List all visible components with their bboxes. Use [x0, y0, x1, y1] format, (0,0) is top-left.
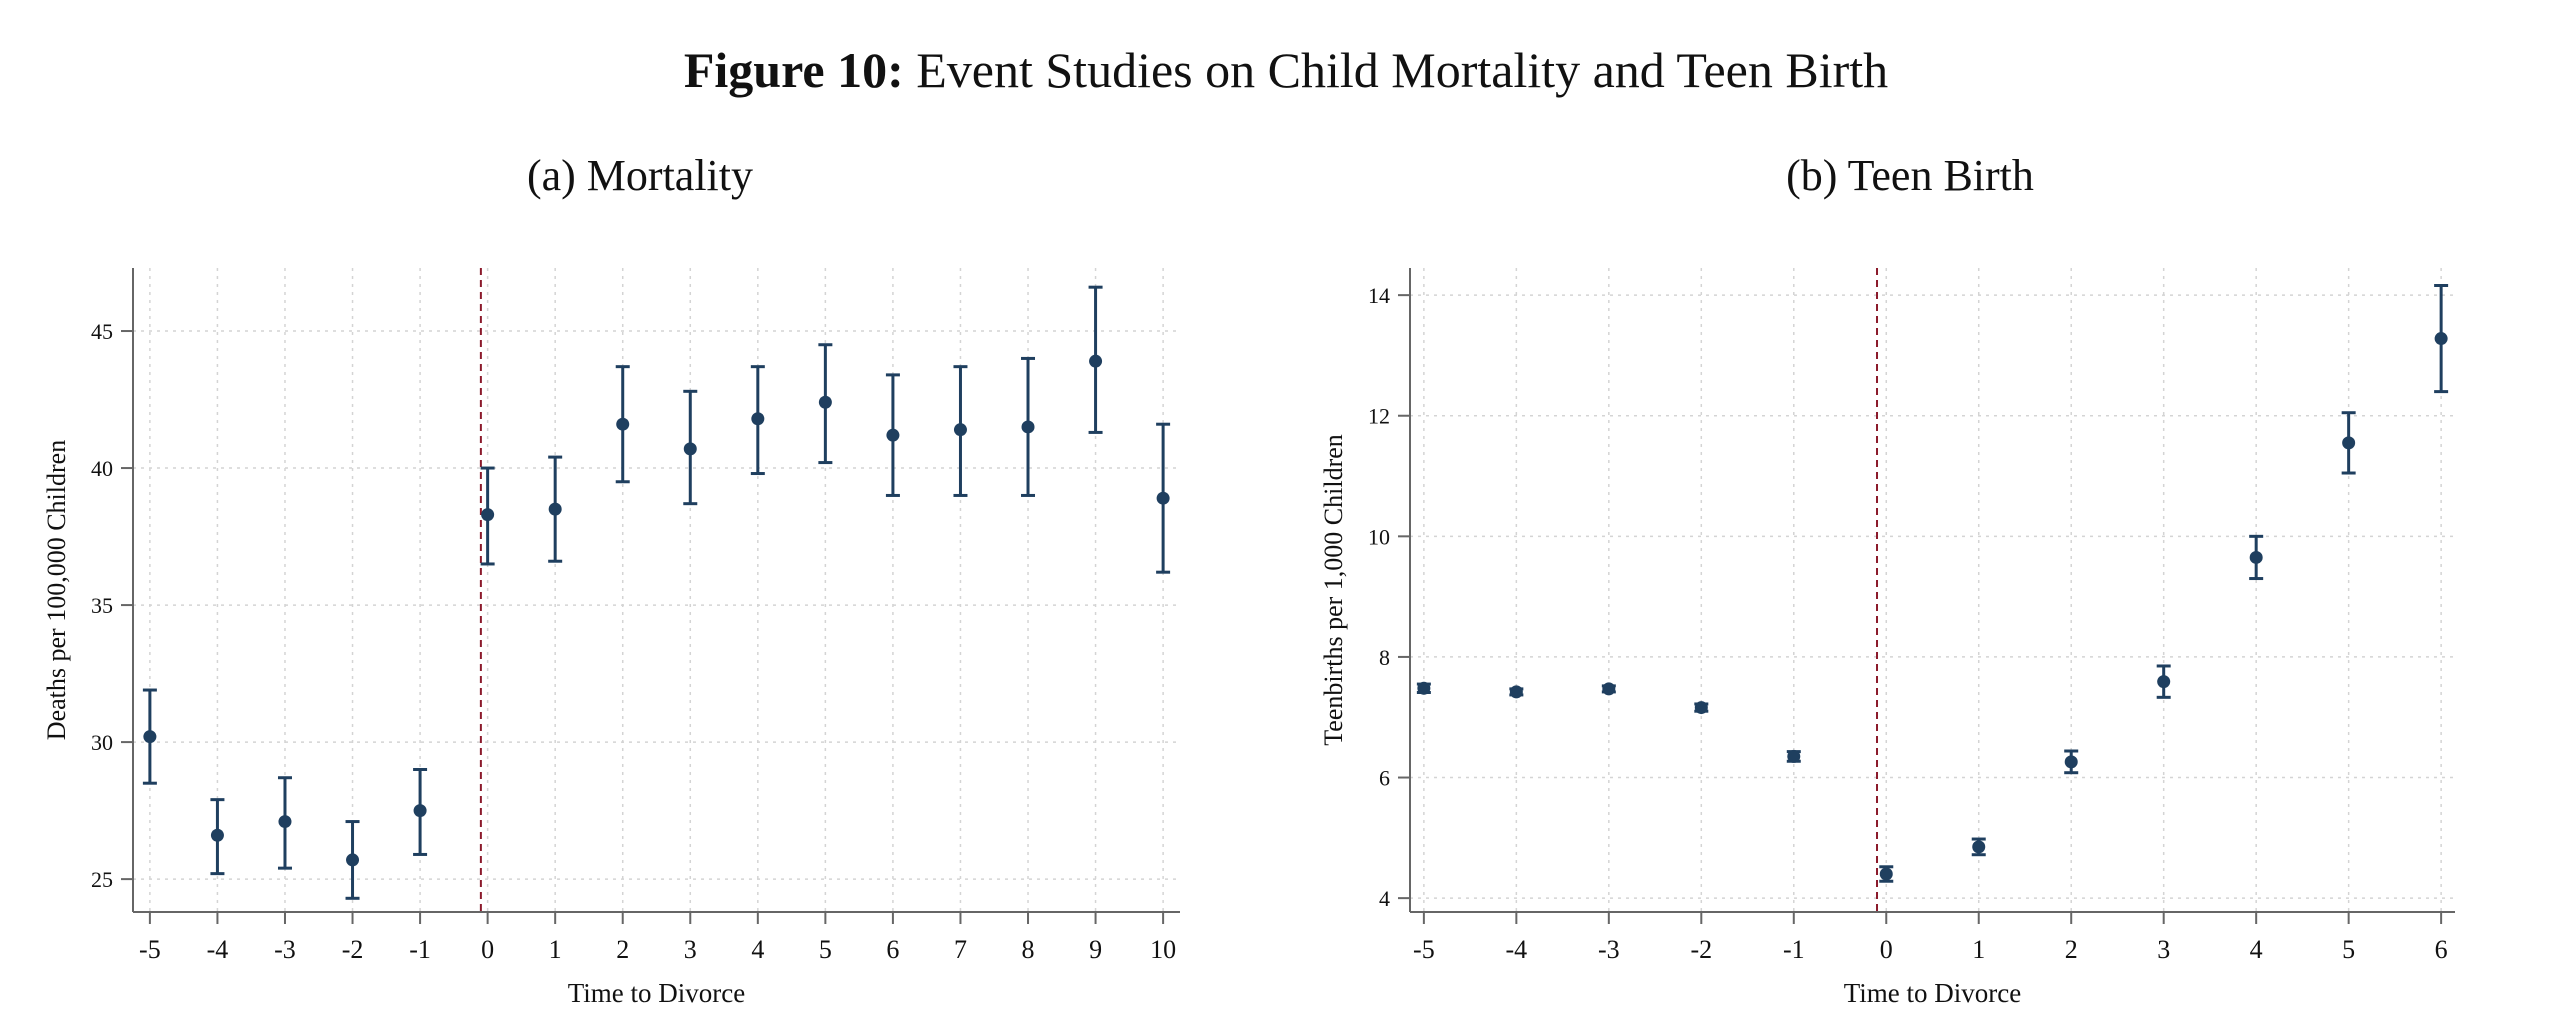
teen-birth-point — [1602, 682, 1616, 696]
mortality-y-tick-label: 25 — [91, 867, 113, 892]
teen-birth-x-tick-label: 5 — [2342, 935, 2355, 964]
panel-b-title: (b) Teen Birth — [1786, 151, 2034, 200]
teen-birth-y-tick-label: 4 — [1379, 886, 1390, 911]
teen-birth-point — [1509, 685, 1523, 699]
teen-birth-x-tick-label: 4 — [2250, 935, 2263, 964]
teen-birth-y-tick-label: 12 — [1368, 404, 1390, 429]
teen-birth-point — [1972, 840, 1986, 854]
mortality-point — [818, 395, 832, 409]
teen-birth-x-tick-label: -1 — [1783, 935, 1805, 964]
figure-title-text: Event Studies on Child Mortality and Tee… — [916, 42, 1889, 98]
mortality-x-tick-label: 8 — [1022, 935, 1035, 964]
mortality-point — [1021, 420, 1035, 434]
mortality-x-tick-label: 10 — [1150, 935, 1176, 964]
teen-birth-point — [2157, 675, 2171, 689]
mortality-y-axis-title: Deaths per 100,000 Children — [42, 440, 71, 740]
mortality-x-tick-label: -2 — [342, 935, 364, 964]
teen-birth-y-tick-label: 6 — [1379, 766, 1390, 791]
teen-birth-x-tick-label: 1 — [1972, 935, 1985, 964]
mortality-x-axis-title: Time to Divorce — [568, 978, 746, 1008]
mortality-x-tick-label: 7 — [954, 935, 967, 964]
teen-birth-point — [2434, 332, 2448, 346]
mortality-y-tick-label: 35 — [91, 593, 113, 618]
teen-birth-x-tick-label: 3 — [2157, 935, 2170, 964]
mortality-point — [278, 815, 292, 829]
mortality-point — [616, 417, 630, 431]
figure-title: Figure 10: Event Studies on Child Mortal… — [0, 38, 2572, 102]
teen-birth-y-tick-label: 10 — [1368, 524, 1390, 549]
teen-birth-y-tick-label: 14 — [1368, 283, 1390, 308]
mortality-point — [346, 853, 360, 867]
teen-birth-x-tick-label: -5 — [1413, 935, 1435, 964]
teen-birth-point — [2064, 755, 2078, 769]
mortality-x-tick-label: 0 — [481, 935, 494, 964]
teen-birth-x-tick-label: -4 — [1506, 935, 1528, 964]
mortality-point — [143, 730, 157, 744]
mortality-point — [481, 508, 495, 522]
mortality-x-tick-label: -3 — [274, 935, 296, 964]
teen-birth-x-tick-label: -2 — [1690, 935, 1712, 964]
teen-birth-x-tick-label: 0 — [1880, 935, 1893, 964]
teen-birth-point — [1787, 749, 1801, 763]
mortality-x-tick-label: 3 — [684, 935, 697, 964]
mortality-x-tick-label: 2 — [616, 935, 629, 964]
mortality-x-tick-label: 4 — [751, 935, 764, 964]
teen-birth-point — [1879, 867, 1893, 881]
mortality-point — [751, 412, 765, 426]
teen-birth-x-tick-label: 6 — [2435, 935, 2448, 964]
mortality-x-tick-label: 5 — [819, 935, 832, 964]
teen-birth-x-axis-title: Time to Divorce — [1844, 978, 2022, 1008]
mortality-y-tick-label: 40 — [91, 456, 113, 481]
mortality-point — [1156, 491, 1170, 505]
teen-birth-point — [2249, 550, 2263, 564]
mortality-point — [953, 423, 967, 437]
teen-birth-point — [2342, 436, 2356, 450]
mortality-point — [413, 804, 427, 818]
mortality-point — [1089, 354, 1103, 368]
mortality-y-tick-label: 30 — [91, 730, 113, 755]
mortality-x-tick-label: 6 — [886, 935, 899, 964]
teen-birth-point — [1417, 681, 1431, 695]
figure-label: Figure 10: — [683, 42, 904, 98]
teen-birth-x-tick-label: 2 — [2065, 935, 2078, 964]
teen-birth-y-axis-title: Teenbirths per 1,000 Children — [1319, 434, 1348, 746]
teen-birth-y-tick-label: 8 — [1379, 645, 1390, 670]
mortality-point — [886, 428, 900, 442]
mortality-x-tick-label: 1 — [549, 935, 562, 964]
mortality-x-tick-label: 9 — [1089, 935, 1102, 964]
teen-birth-x-tick-label: -3 — [1598, 935, 1620, 964]
mortality-point — [683, 442, 697, 456]
mortality-y-tick-label: 45 — [91, 319, 113, 344]
mortality-x-tick-label: -1 — [409, 935, 431, 964]
mortality-x-tick-label: -4 — [207, 935, 229, 964]
panel-a-title: (a) Mortality — [526, 151, 754, 200]
mortality-point — [548, 502, 562, 516]
mortality-x-tick-label: -5 — [139, 935, 161, 964]
teen-birth-point — [1694, 701, 1708, 715]
mortality-point — [210, 828, 224, 842]
